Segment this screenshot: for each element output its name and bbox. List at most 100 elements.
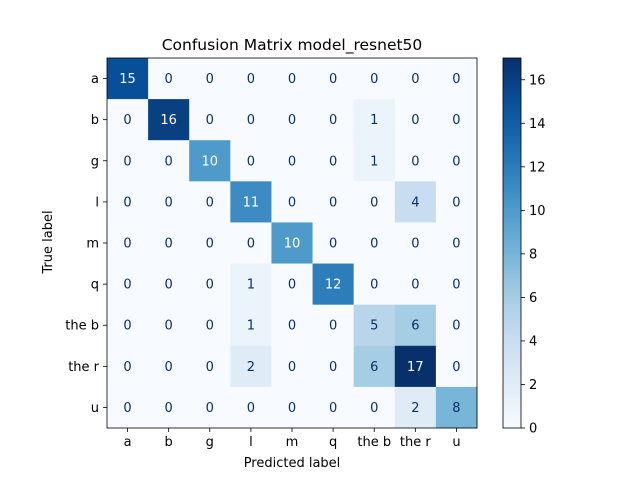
heatmap-cell <box>394 345 437 388</box>
cell-value-label: 0 <box>452 360 460 375</box>
heatmap-cell <box>189 386 231 429</box>
heatmap-cell <box>353 386 396 429</box>
heatmap-cell <box>148 181 190 223</box>
cell-value-label: 0 <box>206 401 214 416</box>
y-tick-label: the b <box>65 319 99 334</box>
heatmap-cell <box>230 140 272 182</box>
y-tick-label: b <box>91 113 99 128</box>
cell-value-label: 0 <box>247 401 255 416</box>
heatmap-cell <box>189 345 231 388</box>
heatmap-cell <box>148 99 190 141</box>
heatmap-cell <box>107 345 149 388</box>
x-tick-label: q <box>329 435 337 450</box>
heatmap-cell <box>148 304 190 347</box>
heatmap-cell <box>230 304 272 347</box>
x-tick-label: l <box>249 435 253 450</box>
heatmap-cell <box>394 263 437 306</box>
heatmap-cell <box>435 181 478 223</box>
y-tick-label: m <box>86 237 99 252</box>
heatmap-cell <box>435 58 478 100</box>
cell-value-label: 0 <box>370 401 378 416</box>
heatmap-cell <box>312 386 355 429</box>
x-tick-label: the b <box>357 435 391 450</box>
cell-value-label: 0 <box>329 237 337 252</box>
x-tick-label: u <box>452 435 460 450</box>
cell-value-label: 0 <box>206 72 214 87</box>
cell-value-label: 0 <box>452 113 460 128</box>
cell-value-label: 0 <box>123 319 131 334</box>
cell-value-label: 0 <box>247 72 255 87</box>
heatmap-cell <box>271 140 314 182</box>
cell-value-label: 1 <box>247 278 255 293</box>
cell-value-label: 0 <box>329 72 337 87</box>
heatmap-cell <box>148 345 190 388</box>
cell-value-label: 0 <box>329 319 337 334</box>
cell-value-label: 0 <box>165 278 173 293</box>
x-tick-label: g <box>206 435 214 450</box>
cell-value-label: 0 <box>329 113 337 128</box>
heatmap-cell <box>312 58 355 100</box>
x-axis-label: Predicted label <box>244 456 341 471</box>
heatmap-cell <box>189 58 231 100</box>
cell-value-label: 0 <box>165 195 173 210</box>
heatmap-cell <box>353 99 396 141</box>
cell-value-label: 11 <box>243 195 260 210</box>
heatmap-cell <box>230 222 272 265</box>
cell-value-label: 0 <box>329 360 337 375</box>
colorbar-gradient <box>502 57 522 429</box>
cell-value-label: 6 <box>411 319 419 334</box>
heatmap-cell <box>271 222 314 265</box>
heatmap-cell <box>312 140 355 182</box>
cell-value-label: 0 <box>206 113 214 128</box>
heatmap-cell <box>312 181 355 223</box>
cell-value-label: 0 <box>165 154 173 169</box>
heatmap-cell <box>230 58 272 100</box>
cell-value-label: 0 <box>288 401 296 416</box>
heatmap-cell <box>435 140 478 182</box>
cell-value-label: 0 <box>247 154 255 169</box>
heatmap-cell <box>189 99 231 141</box>
heatmap-cell <box>148 386 190 429</box>
heatmap-cell <box>148 140 190 182</box>
cell-value-label: 1 <box>370 113 378 128</box>
heatmap-cell <box>107 99 149 141</box>
heatmap-cell <box>353 222 396 265</box>
cell-value-label: 0 <box>247 237 255 252</box>
cell-value-label: 0 <box>370 72 378 87</box>
cell-value-label: 0 <box>411 154 419 169</box>
cell-value-label: 0 <box>288 278 296 293</box>
cell-value-label: 0 <box>123 113 131 128</box>
heatmap-cell <box>435 222 478 265</box>
cell-value-label: 0 <box>329 195 337 210</box>
y-tick-label: g <box>91 154 99 169</box>
colorbar-tick-label: 8 <box>529 247 537 262</box>
heatmap-cell <box>271 181 314 223</box>
cell-value-label: 0 <box>165 72 173 87</box>
colorbar-tick-label: 2 <box>529 378 537 393</box>
heatmap-cell <box>312 345 355 388</box>
y-tick-label: the r <box>68 360 99 375</box>
cell-value-label: 0 <box>123 278 131 293</box>
colorbar-tick-label: 16 <box>529 73 546 88</box>
cell-value-label: 0 <box>288 195 296 210</box>
y-axis-ticks: a b g l m q the b the r u <box>65 72 107 416</box>
heatmap-cell <box>189 304 231 347</box>
heatmap-cell <box>230 181 272 223</box>
y-tick-label: q <box>91 278 99 293</box>
cell-value-label: 0 <box>165 360 173 375</box>
heatmap-cell <box>107 181 149 223</box>
heatmap-cell <box>394 58 437 100</box>
heatmap-cell <box>230 345 272 388</box>
heatmap-cell <box>107 140 149 182</box>
heatmap-cell <box>107 58 149 100</box>
cell-value-label: 0 <box>123 195 131 210</box>
heatmap-cell <box>271 386 314 429</box>
cell-value-label: 0 <box>206 278 214 293</box>
cell-value-label: 0 <box>370 278 378 293</box>
cell-value-label: 17 <box>407 360 424 375</box>
heatmap-cell <box>435 345 478 388</box>
cell-value-label: 0 <box>452 72 460 87</box>
cell-value-label: 2 <box>247 360 255 375</box>
heatmap-cell <box>353 140 396 182</box>
cell-value-label: 0 <box>329 401 337 416</box>
